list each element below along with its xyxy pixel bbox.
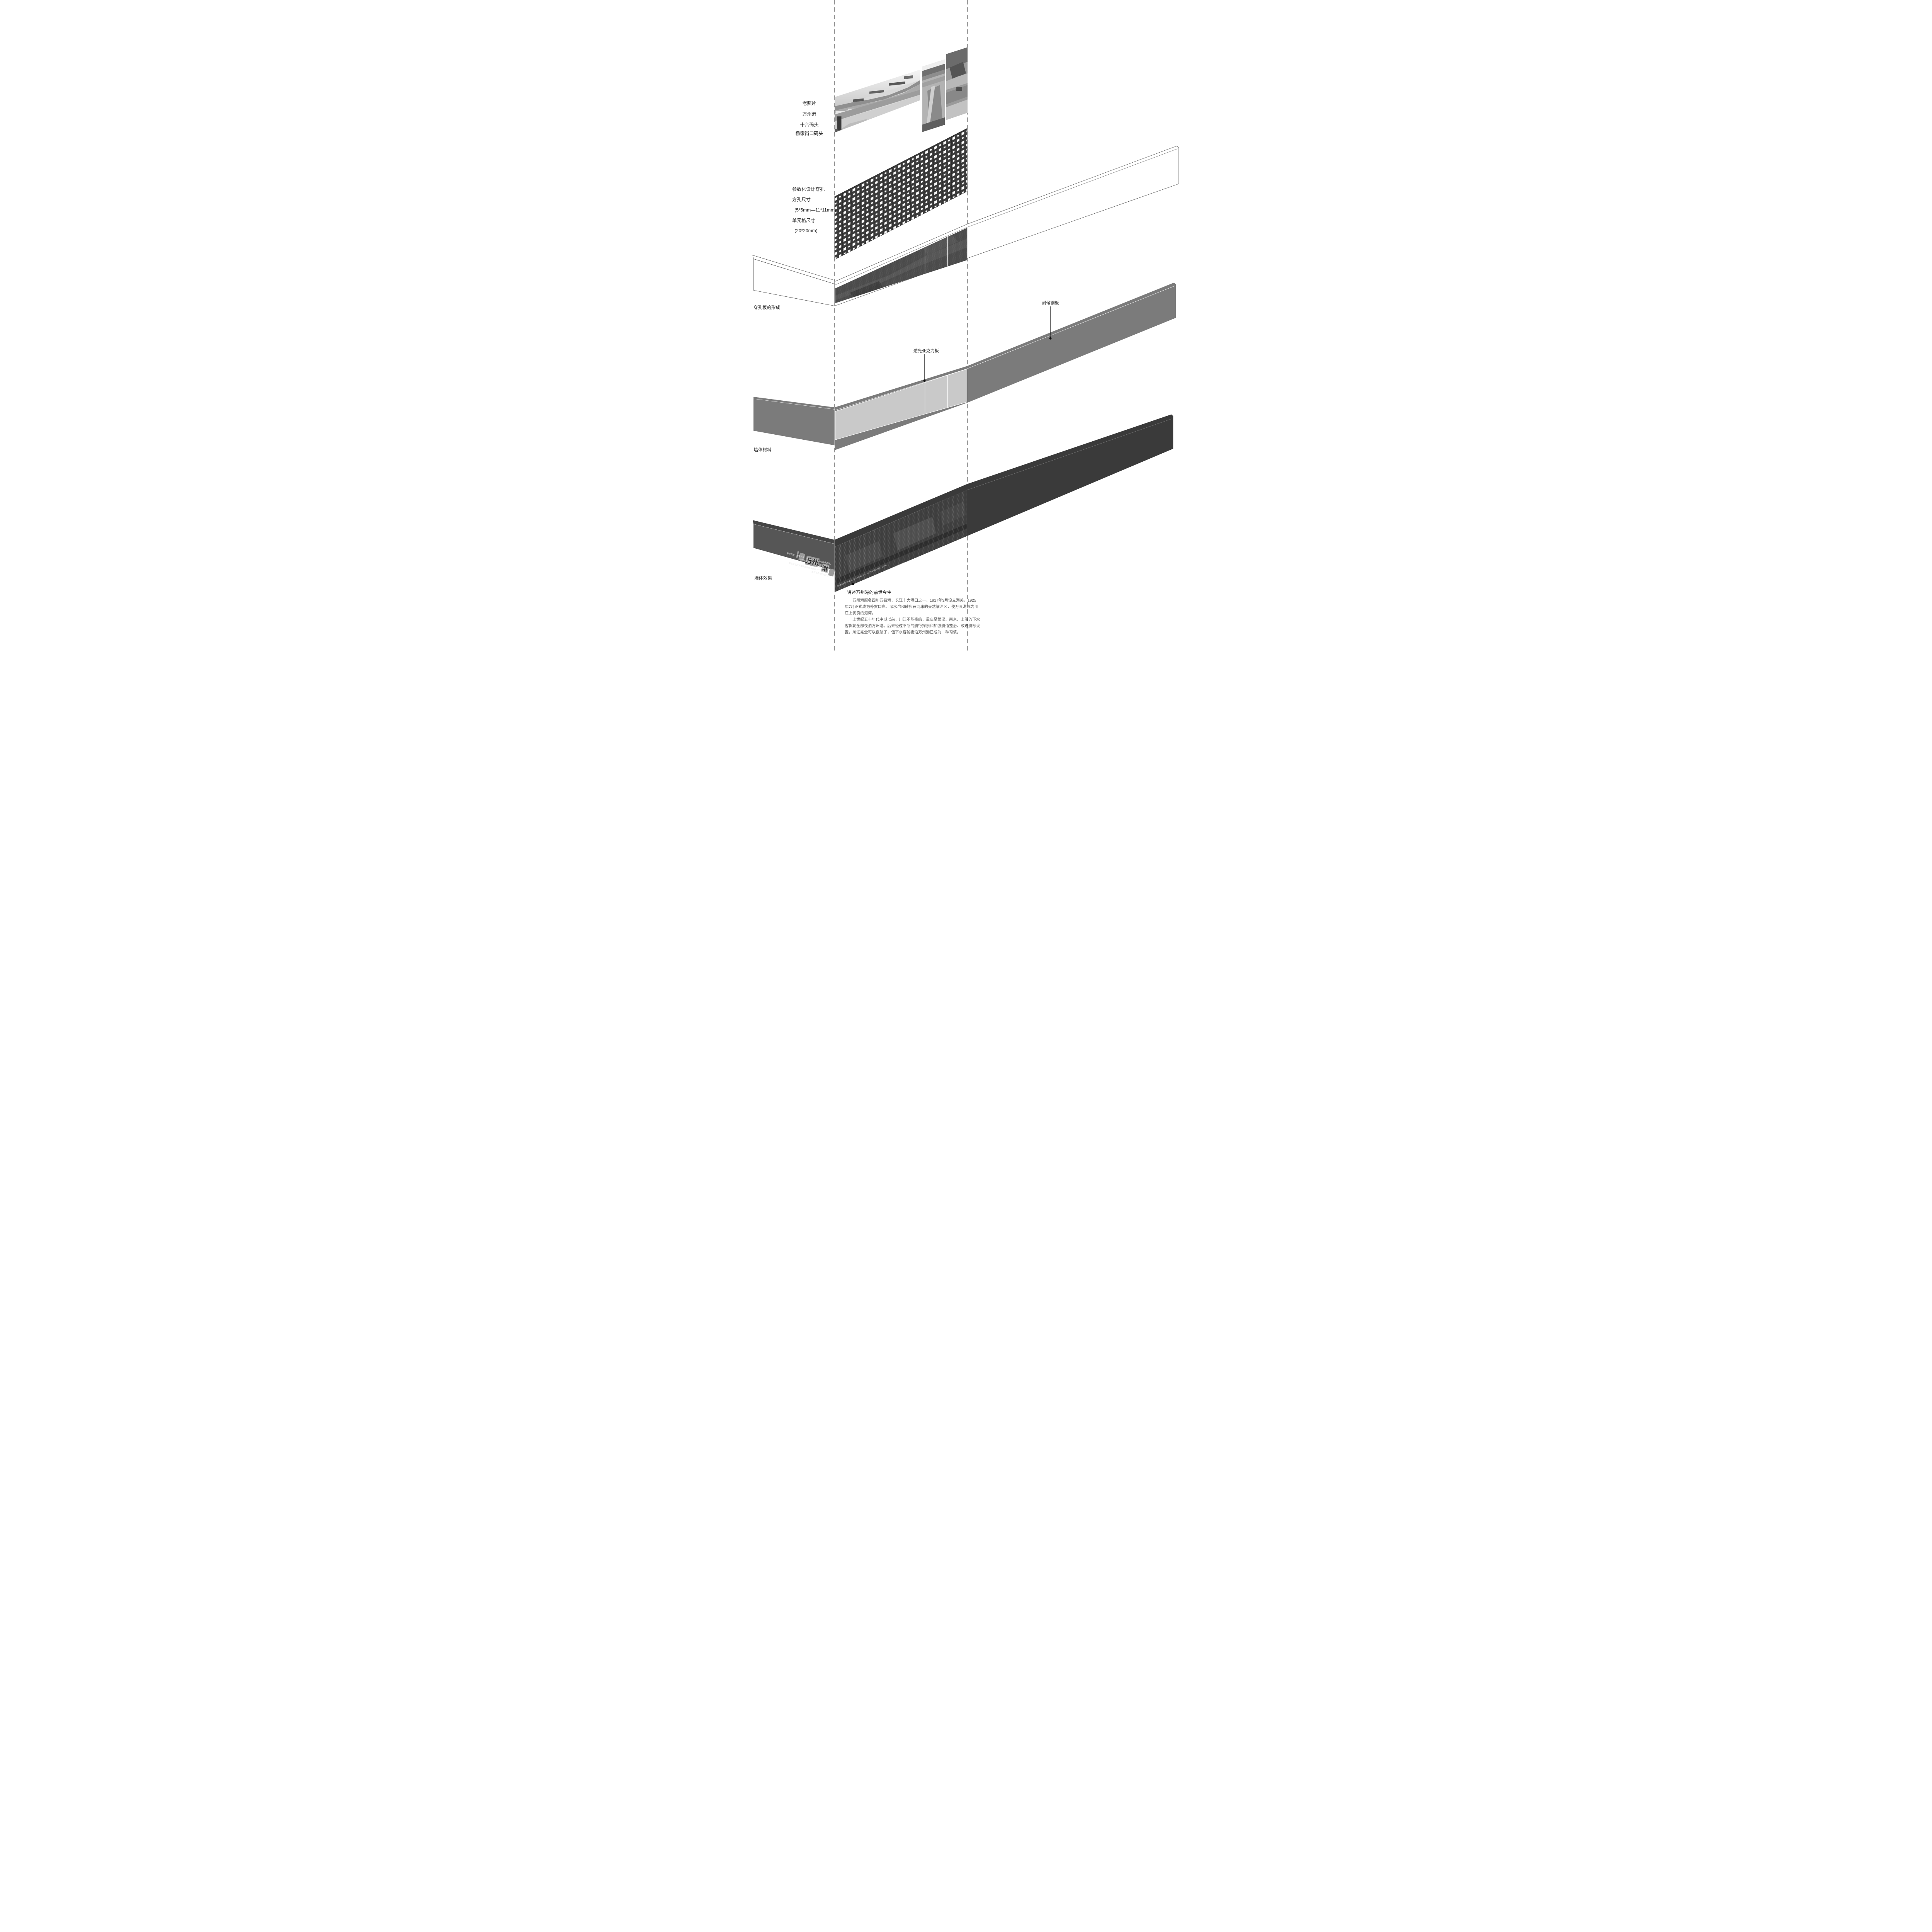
- perforation-label: 参数化设计穿孔: [792, 186, 825, 192]
- perforation-label-block: 参数化设计穿孔 方孔尺寸 (5*5mm—11*11mm) 单元格尺寸 (20*2…: [792, 186, 836, 233]
- historical-photo-hillside: [946, 47, 968, 120]
- photo-label-block: 老照片 万州港 十六码头 杨家街口码头: [795, 100, 823, 136]
- paragraph-line: 年7月正式成为外贸口岸。深水沱和砂卵石河床的天然锚泊区，使万县港成为川: [845, 604, 978, 609]
- diagram-page: 老照片 万州港 十六码头 杨家街口码头 参数化设计穿孔 方孔尺寸 (5*5mm—…: [724, 0, 1208, 653]
- story-paragraph: 万州港原名四川万县港，长江十大港口之一，1917年3月设立海关，1925 年7月…: [845, 598, 980, 635]
- paragraph-line: 江上优良的港湾。: [845, 611, 876, 616]
- perforation-label: 单元格尺寸: [792, 217, 815, 223]
- paragraph-line: 置，川江完全可以夜航了，但下水客轮夜泊万州港已成为一种习惯。: [845, 630, 961, 635]
- photo-label: 万州港: [802, 112, 816, 117]
- paragraph-line: 万州港原名四川万县港，长江十大港口之一，1917年3月设立海关，1925: [852, 598, 976, 603]
- wall-materials: [753, 282, 1176, 450]
- historical-photo-panorama: [835, 47, 968, 133]
- materials-step-label: 墙体材料: [754, 447, 772, 452]
- paragraph-line: 上世纪五十年代中期以前，川江不能夜航，重庆至武汉、南京、上海的下水: [852, 617, 980, 622]
- steel-leader-dot: [1049, 337, 1052, 340]
- acrylic-annotation: 透光亚克力板: [913, 348, 939, 382]
- wall-formation: [752, 146, 1179, 306]
- perforation-label: (20*20mm): [794, 228, 817, 233]
- photo-label: 老照片: [802, 100, 816, 106]
- acrylic-leader-dot: [923, 379, 926, 382]
- steel-annotation: 耐候钢板: [1042, 300, 1059, 340]
- steel-left-face: [753, 397, 835, 446]
- photo-label: 杨家街口码头: [795, 131, 823, 136]
- mural-panel: 万州港原名四川万县港，长江十大港口之一，1917年3月设立海关，1925年 上世…: [835, 490, 968, 592]
- photo-label: 十六码头: [800, 122, 818, 128]
- effect-step-label: 墙体效果: [754, 575, 772, 581]
- story-heading: 讲述万州港的前世今生: [847, 590, 891, 595]
- logo-text-gang: 港: [821, 565, 829, 573]
- story-annotation: 讲述万州港的前世今生 万州港原名四川万县港，长江十大港口之一，1917年3月设立…: [845, 583, 980, 635]
- paragraph-line: 客货轮全部夜泊万州港。后来经过不断的航行探索和加强航道整治、改进航标设: [845, 623, 980, 628]
- historical-photo-buildings: [922, 59, 945, 132]
- wanzhou-port-logo: 万州 港: [796, 551, 835, 577]
- steel-label: 耐候钢板: [1042, 300, 1059, 306]
- acrylic-label: 透光亚克力板: [913, 348, 939, 353]
- perforation-label: (5*5mm—11*11mm): [794, 207, 836, 213]
- acrylic-panel: [835, 369, 967, 440]
- formation-step-label: 穿孔板的形成: [753, 304, 780, 310]
- wall-design-diagram: 老照片 万州港 十六码头 杨家街口码头 参数化设计穿孔 方孔尺寸 (5*5mm—…: [752, 0, 1179, 653]
- perforation-label: 方孔尺寸: [792, 197, 811, 202]
- perforated-panel: [834, 128, 968, 260]
- dark-wall-left-cap: [753, 520, 835, 544]
